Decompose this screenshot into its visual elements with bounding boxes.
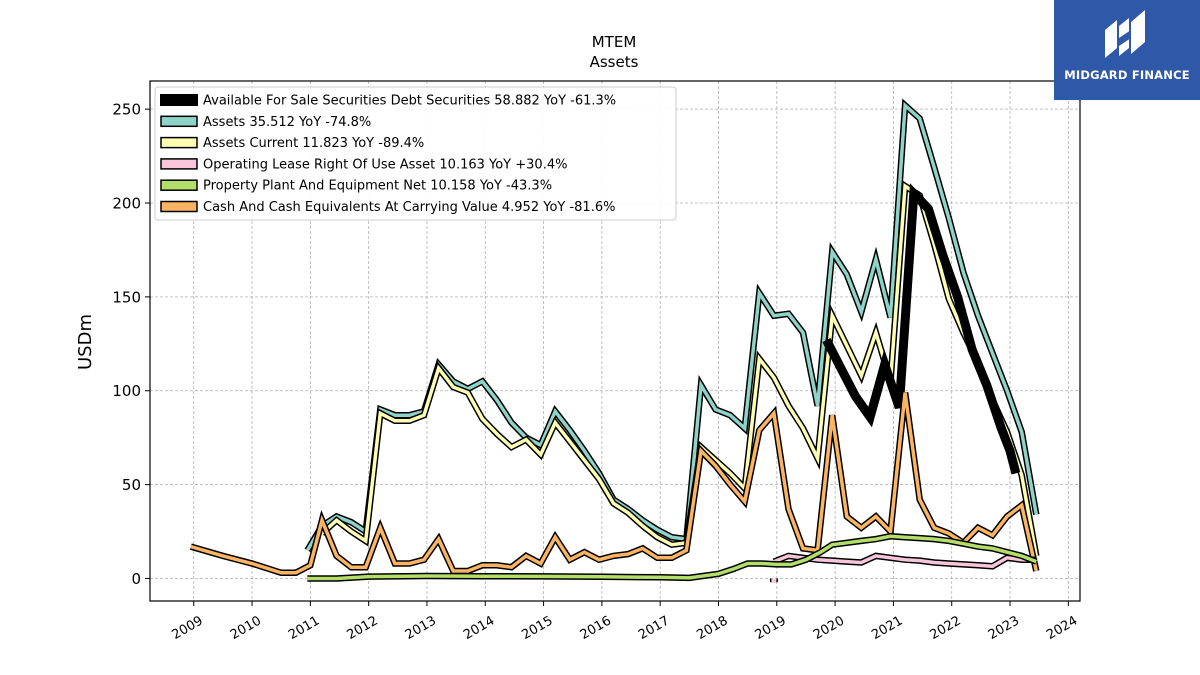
x-tick-label: 2017 — [636, 613, 672, 643]
x-tick-label: 2018 — [694, 613, 730, 643]
y-tick-label: 250 — [112, 101, 141, 119]
x-tick-label: 2020 — [811, 613, 847, 643]
series-line-outline — [319, 180, 1040, 557]
y-tick-label: 0 — [131, 570, 141, 588]
brand-name: MIDGARD FINANCE — [1064, 68, 1190, 82]
legend-label: Assets 35.512 YoY -74.8% — [203, 115, 371, 130]
legend-swatch — [160, 179, 198, 191]
y-tick-label: 100 — [112, 382, 141, 400]
x-tick-label: 2009 — [170, 613, 206, 643]
x-tick-label: 2019 — [753, 613, 789, 643]
legend-swatch — [160, 115, 198, 128]
legend-item: Cash And Cash Equivalents At Carrying Va… — [160, 200, 615, 215]
series-line-fill — [190, 392, 1039, 575]
brand-logo: MIDGARD FINANCE — [1054, 0, 1200, 100]
plot-frame — [149, 80, 1081, 602]
x-axis: 2009 2010 2011 2012 2013 2014 2015 2016 2017 2018… — [170, 601, 1080, 643]
legend-label: Available For Sale Securities Debt Secur… — [203, 94, 616, 109]
x-tick-label: 2024 — [1044, 613, 1080, 643]
x-tick-label: 2013 — [403, 613, 439, 643]
x-tick-label: 2015 — [519, 613, 555, 643]
x-tick-label: 2022 — [928, 613, 964, 643]
series-line-3 — [772, 552, 1037, 570]
series-line-fill — [307, 534, 1037, 581]
y-tick-label: 150 — [112, 288, 141, 306]
legend-swatch — [160, 158, 198, 170]
y-axis-label: USDm — [75, 314, 96, 370]
chart-title: MTEM — [592, 33, 637, 51]
x-tick-label: 2014 — [461, 613, 497, 643]
legend-label: Cash And Cash Equivalents At Carrying Va… — [203, 200, 615, 215]
series-line-fill — [773, 554, 1037, 569]
x-tick-label: 2021 — [869, 613, 905, 643]
series-line-0 — [822, 183, 1021, 475]
x-tick-label: 2012 — [344, 613, 380, 643]
legend-swatch — [160, 200, 198, 213]
y-tick-label: 200 — [112, 195, 141, 213]
series-line-fill — [320, 183, 1039, 557]
x-tick-label: 2023 — [986, 613, 1022, 643]
series-line-2 — [319, 180, 1040, 557]
series-layer — [189, 98, 1040, 583]
legend-label: Operating Lease Right Of Use Asset 10.16… — [203, 157, 567, 172]
chart-subtitle: Assets — [590, 53, 639, 71]
legend-item: Available For Sale Securities Debt Secur… — [160, 94, 616, 109]
midgard-m-logo-icon — [1105, 10, 1145, 58]
legend-box — [154, 86, 677, 221]
y-tick-label: 50 — [122, 476, 141, 494]
legend-item: Property Plant And Equipment Net 10.158 … — [160, 179, 552, 194]
series-line-4 — [307, 532, 1038, 582]
legend-item: Assets Current 11.823 YoY -89.4% — [160, 136, 424, 151]
series-line-stroke — [822, 183, 1021, 475]
legend-item: Assets 35.512 YoY -74.8% — [160, 115, 371, 130]
y-axis: 0 50 100 150 200 250 — [112, 101, 150, 588]
legend-label: Property Plant And Equipment Net 10.158 … — [203, 179, 552, 194]
legend-label: Assets Current 11.823 YoY -89.4% — [203, 136, 424, 151]
legend-swatch — [160, 94, 198, 106]
x-tick-label: 2011 — [286, 613, 322, 643]
series-line-5 — [189, 392, 1040, 577]
legend-swatch — [160, 136, 198, 149]
x-tick-label: 2010 — [228, 613, 264, 643]
legend-item: Operating Lease Right Of Use Asset 10.16… — [160, 157, 567, 172]
x-tick-label: 2016 — [578, 613, 614, 643]
legend: Available For Sale Securities Debt Secur… — [154, 86, 677, 221]
